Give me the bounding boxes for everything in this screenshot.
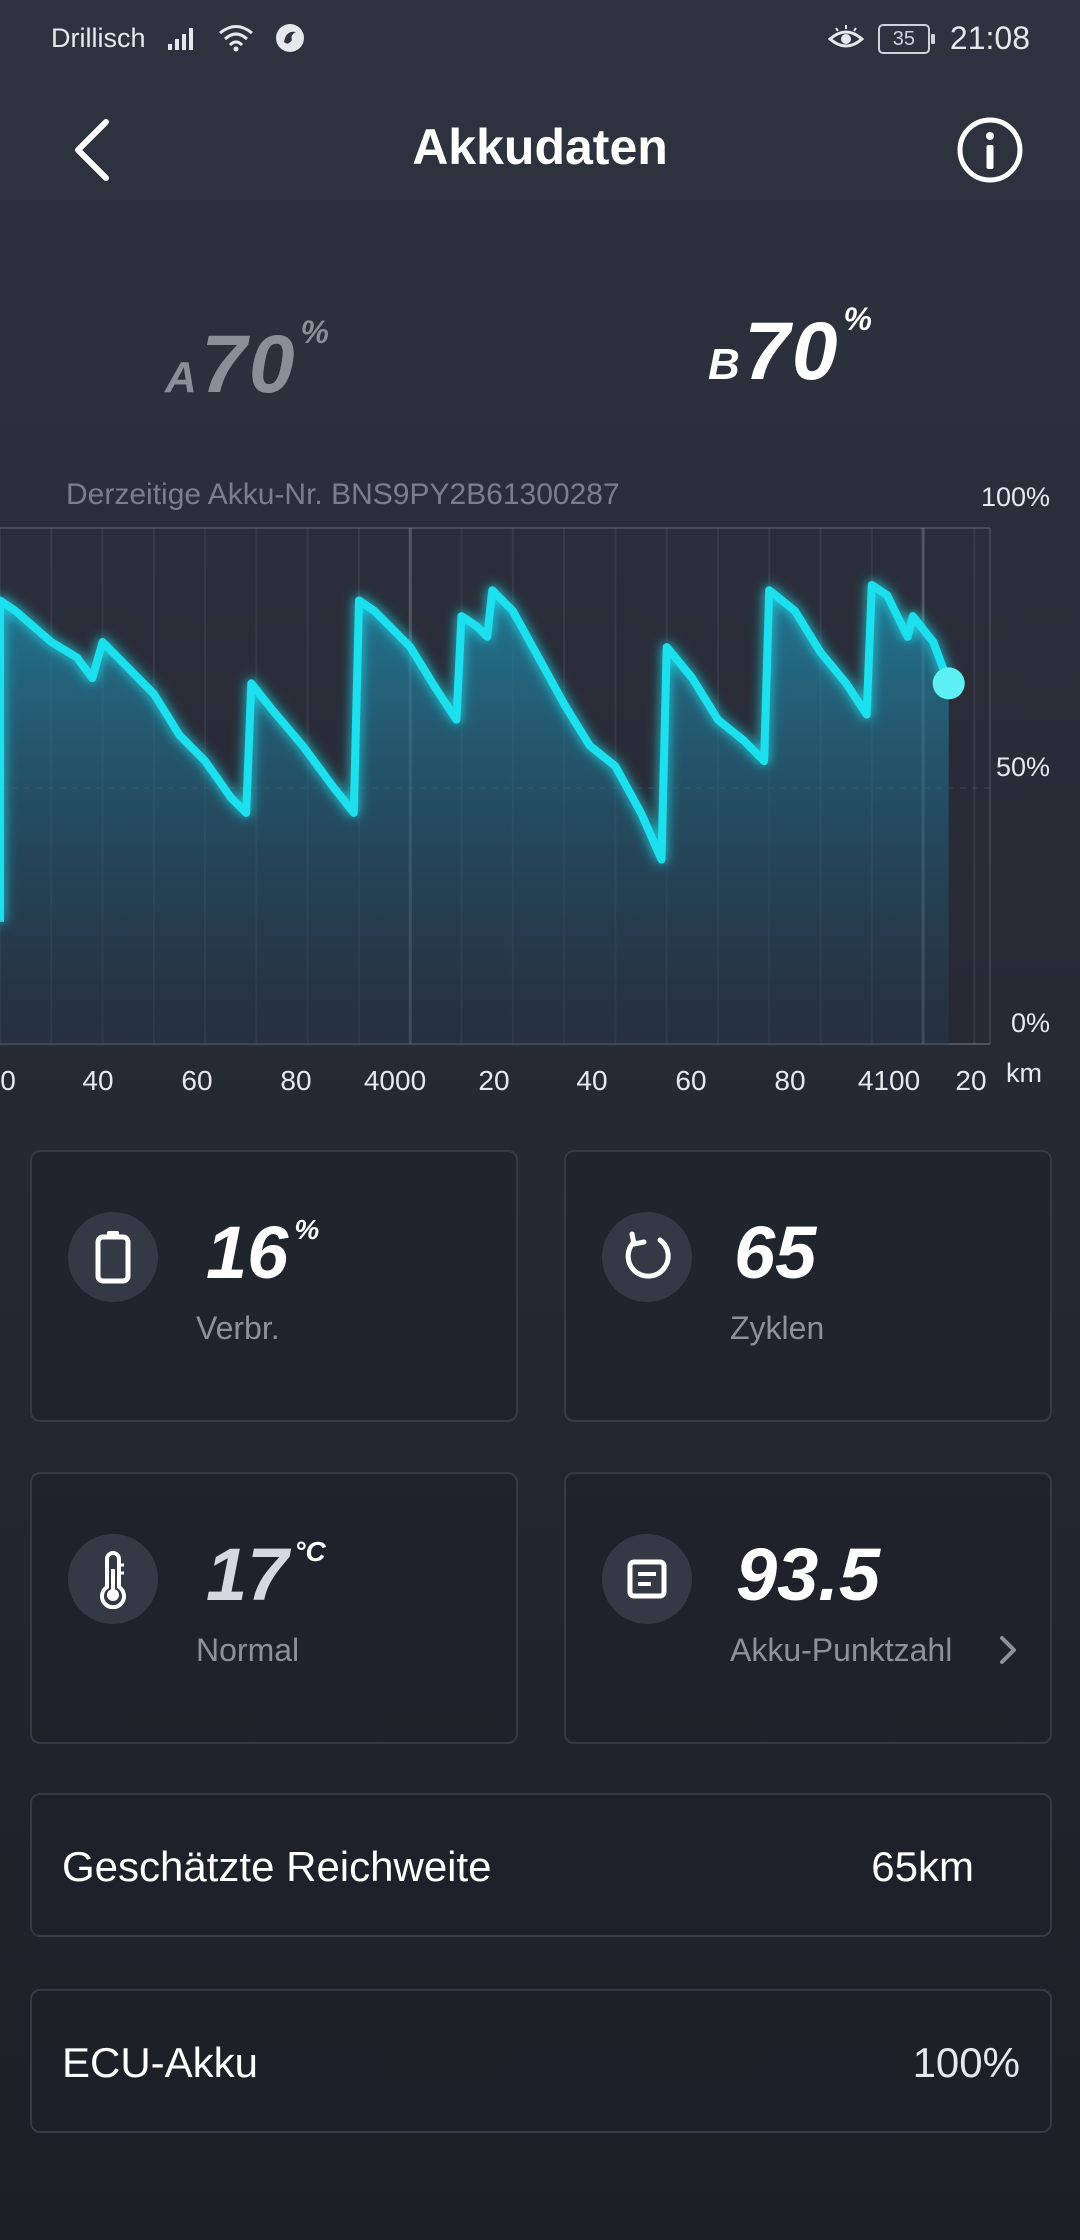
y-tick-label-0: 0%	[1010, 1008, 1050, 1038]
estimated-range-label: Geschätzte Reichweite	[62, 1843, 492, 1890]
ecu-battery-row: ECU-Akku 100%	[30, 1989, 1052, 2133]
ecu-battery-label: ECU-Akku	[62, 2039, 259, 2086]
x-tick-label: 0	[0, 1065, 16, 1096]
temperature-unit: °C	[294, 1536, 326, 1567]
cycles-card: 65 Zyklen	[564, 1150, 1052, 1422]
score-icon-wrap	[602, 1534, 692, 1624]
battery-a-level[interactable]: A 70%	[165, 314, 329, 412]
consumption-label: Verbr.	[196, 1310, 280, 1346]
battery-history-chart[interactable]	[0, 526, 1080, 1046]
ecu-battery-value: 100%	[912, 2039, 1020, 2086]
temperature-icon-wrap	[68, 1534, 158, 1624]
estimated-range-value: 65km	[871, 1843, 974, 1890]
battery-a-letter: A	[165, 353, 197, 402]
carrier-name: Drillisch	[51, 22, 146, 53]
battery-score-card[interactable]: 93.5 Akku-Punktzahl	[564, 1472, 1052, 1744]
chart-area-fill	[0, 585, 949, 1046]
consumption-icon-wrap	[68, 1212, 158, 1302]
chart-current-point[interactable]	[932, 667, 965, 700]
refresh-icon	[625, 1231, 671, 1279]
page-title: Akkudaten	[412, 119, 668, 175]
x-tick-label: 4000	[363, 1065, 427, 1096]
cycles-icon-wrap	[602, 1212, 692, 1302]
battery-level: 35	[892, 27, 916, 50]
x-tick-label: 60	[675, 1065, 707, 1096]
status-bar-left: Drillisch	[51, 22, 306, 54]
thermometer-icon	[100, 1551, 126, 1609]
x-tick-label: 40	[82, 1065, 114, 1096]
estimated-range-row: Geschätzte Reichweite 65km	[30, 1793, 1052, 1937]
temperature-card: 17 °C Normal	[30, 1472, 518, 1744]
eye-comfort-icon	[827, 24, 864, 47]
info-icon	[957, 117, 1023, 183]
battery-b-letter: B	[708, 340, 740, 389]
x-axis-unit: km	[1006, 1058, 1042, 1088]
chevron-left-icon	[75, 119, 109, 181]
app-notification-icon	[275, 24, 304, 52]
battery-b-value: 70	[744, 306, 840, 397]
consumption-value: 16	[206, 1211, 289, 1294]
consumption-card: 16% Verbr.	[30, 1150, 518, 1422]
y-tick-label-50: 50%	[995, 752, 1050, 782]
cycles-value: 65	[734, 1211, 817, 1294]
battery-b-unit: %	[843, 301, 872, 337]
x-tick-label: 80	[280, 1065, 312, 1096]
x-tick-label: 4100	[857, 1065, 921, 1096]
consumption-unit: %	[294, 1214, 320, 1245]
temperature-label: Normal	[196, 1632, 300, 1668]
x-tick-label: 20	[955, 1065, 987, 1096]
report-icon	[627, 1559, 667, 1599]
current-battery-number: Derzeitige Akku-Nr. BNS9PY2B61300287	[66, 478, 620, 511]
wifi-icon	[218, 25, 253, 52]
back-button[interactable]	[56, 110, 126, 190]
signal-icon	[167, 28, 193, 50]
chevron-right-icon	[1000, 1636, 1016, 1664]
x-tick-label: 40	[576, 1065, 608, 1096]
y-tick-label-100: 100%	[980, 482, 1050, 512]
battery-b-level[interactable]: B 70%	[708, 301, 872, 399]
battery-indicator: 35	[877, 23, 935, 54]
cycles-label: Zyklen	[730, 1310, 825, 1346]
x-tick-label: 20	[478, 1065, 510, 1096]
cycles-value-wrap: 65	[734, 1210, 816, 1295]
clock: 21:08	[949, 20, 1030, 56]
battery-icon	[95, 1231, 131, 1284]
score-label: Akku-Punktzahl	[730, 1632, 953, 1668]
status-bar-right: 35 21:08	[827, 20, 1030, 57]
temperature-value: 17	[206, 1533, 289, 1616]
temperature-value-wrap: 17 °C	[206, 1532, 326, 1617]
consumption-value-wrap: 16%	[206, 1210, 319, 1295]
chart-series-line	[0, 581, 953, 922]
info-button[interactable]	[956, 116, 1024, 184]
x-tick-label: 80	[774, 1065, 806, 1096]
score-value-wrap: 93.5	[736, 1532, 880, 1617]
score-value: 93.5	[736, 1533, 881, 1616]
battery-a-unit: %	[300, 314, 329, 350]
battery-a-value: 70	[201, 319, 297, 410]
x-tick-label: 60	[181, 1065, 213, 1096]
